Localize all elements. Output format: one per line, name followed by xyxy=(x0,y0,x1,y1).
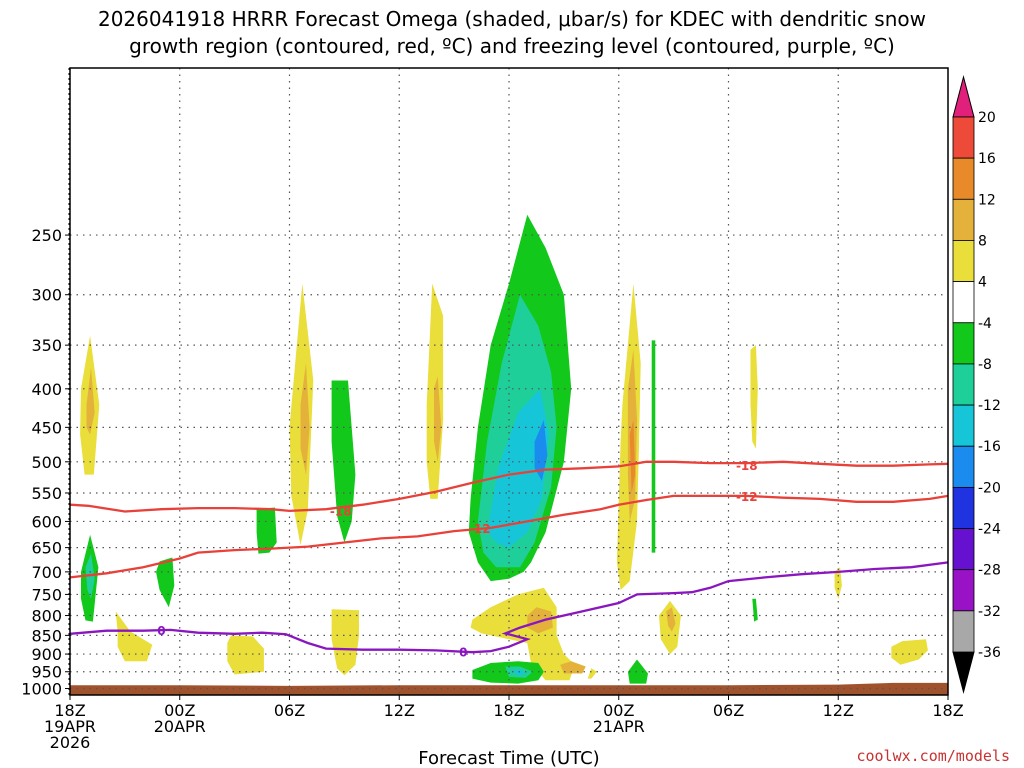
contour-layer: -18 -18 -12 -12 0 0 xyxy=(69,459,949,660)
colorbar-swatch xyxy=(952,116,975,159)
colorbar-tick-label: -24 xyxy=(978,522,1001,538)
x-tick-label: 12Z xyxy=(384,701,415,720)
omega-region xyxy=(86,367,95,435)
x-tick-label: 21APR xyxy=(593,717,645,736)
colorbar-swatch xyxy=(952,486,975,529)
y-tick-label: 800 xyxy=(31,607,62,626)
y-tick-label: 550 xyxy=(31,484,62,503)
colorbar-tick-label: -12 xyxy=(978,398,1001,414)
contour-label: 0 xyxy=(459,646,467,660)
y-tick-label: 650 xyxy=(31,539,62,558)
colorbar: -36 -32 -28 -24 -20 -16 -12 -8 -4 4 8 12 16 20 xyxy=(952,75,1001,694)
colorbar-tick-label: 16 xyxy=(978,151,996,167)
omega-region xyxy=(487,388,550,548)
y-tick-label: 750 xyxy=(31,585,62,604)
colorbar-over-arrow xyxy=(952,75,975,118)
colorbar-swatch xyxy=(952,363,975,406)
omega-region xyxy=(156,557,175,608)
omega-region xyxy=(651,340,656,553)
grid-layer xyxy=(68,68,948,695)
omega-region xyxy=(629,420,636,493)
colorbar-tick-label: -4 xyxy=(978,316,992,332)
omega-region xyxy=(331,609,359,676)
colorbar-tick-label: 8 xyxy=(978,233,987,249)
x-tick-label: 00Z xyxy=(603,701,634,720)
y-tick-label: 350 xyxy=(31,336,62,355)
x-tick-label: 12Z xyxy=(823,701,854,720)
contour-label: -18 xyxy=(330,504,352,518)
colorbar-swatch xyxy=(952,157,975,200)
omega-region xyxy=(227,635,264,675)
colorbar-swatch xyxy=(952,281,975,324)
x-tick-label: 18Z xyxy=(932,701,963,720)
y-tick-label: 600 xyxy=(31,512,62,531)
contour-label: 0 xyxy=(157,624,165,638)
colorbar-swatch xyxy=(952,528,975,571)
omega-region xyxy=(750,345,758,449)
omega-region xyxy=(115,611,153,662)
source-credit: coolwx.com/models xyxy=(856,747,1010,765)
colorbar-tick-label: -16 xyxy=(978,439,1001,455)
omega-region xyxy=(256,507,277,554)
colorbar-tick-label: 20 xyxy=(978,110,996,126)
x-tick-label: 2026 xyxy=(50,733,91,752)
omega-region xyxy=(560,661,586,674)
x-tick-label: 18Z xyxy=(54,701,85,720)
colorbar-swatch xyxy=(952,404,975,447)
colorbar-tick-label: -36 xyxy=(978,645,1001,661)
colorbar-swatch xyxy=(952,569,975,612)
x-tick-label: 06Z xyxy=(274,701,305,720)
colorbar-tick-label: 12 xyxy=(978,192,996,208)
colorbar-swatch xyxy=(952,240,975,283)
chart-title-line2: growth region (contoured, red, ºC) and f… xyxy=(129,34,895,58)
y-tick-label: 300 xyxy=(31,286,62,305)
y-tick-label: 400 xyxy=(31,380,62,399)
colorbar-tick-label: -32 xyxy=(978,604,1001,620)
colorbar-tick-label: -28 xyxy=(978,563,1001,579)
colorbar-swatch xyxy=(952,445,975,488)
colorbar-under-arrow xyxy=(952,651,975,694)
colorbar-tick-label: -20 xyxy=(978,480,1001,496)
colorbar-swatch xyxy=(952,198,975,241)
omega-region xyxy=(627,659,648,684)
x-tick-label: 19APR xyxy=(44,717,96,736)
dgz-contour-line xyxy=(69,460,949,513)
contour-label: -12 xyxy=(469,522,491,536)
y-tick-label: 900 xyxy=(31,645,62,664)
y-tick-label: 1000 xyxy=(21,680,62,699)
x-axis-label: Forecast Time (UTC) xyxy=(418,748,599,768)
freezing-level-contour xyxy=(69,561,949,654)
omega-region xyxy=(891,639,928,665)
y-axis-pressure: 2503003504004505005506006507007508008509… xyxy=(21,226,70,699)
contour-label: -12 xyxy=(736,490,758,504)
y-tick-label: 700 xyxy=(31,563,62,582)
colorbar-swatch xyxy=(952,610,975,653)
x-tick-label: 00Z xyxy=(164,701,195,720)
omega-region xyxy=(512,670,526,676)
dgz-contour-line xyxy=(69,494,949,579)
x-tick-label: 18Z xyxy=(493,701,524,720)
omega-shading-layer xyxy=(80,214,928,684)
chart-title-line1: 2026041918 HRRR Forecast Omega (shaded, … xyxy=(98,7,926,31)
y-tick-label: 850 xyxy=(31,626,62,645)
y-tick-label: 500 xyxy=(31,453,62,472)
omega-region xyxy=(666,607,676,632)
y-tick-label: 950 xyxy=(31,663,62,682)
x-tick-label: 20APR xyxy=(154,717,206,736)
colorbar-swatch xyxy=(952,322,975,365)
contour-label: -18 xyxy=(736,459,758,473)
y-tick-label: 450 xyxy=(31,418,62,437)
omega-region xyxy=(587,668,597,679)
omega-region xyxy=(534,420,548,481)
omega-region xyxy=(300,363,310,475)
omega-region xyxy=(434,376,442,462)
colorbar-tick-label: 4 xyxy=(978,275,987,291)
omega-region xyxy=(752,598,758,622)
colorbar-tick-label: -8 xyxy=(978,357,992,373)
x-tick-label: 06Z xyxy=(713,701,744,720)
y-tick-label: 250 xyxy=(31,226,62,245)
